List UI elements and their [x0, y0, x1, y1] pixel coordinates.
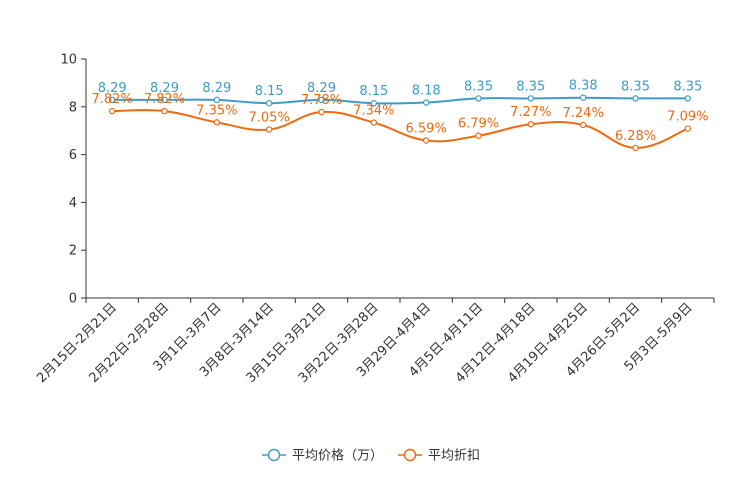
- y-tick-label: 10: [60, 53, 77, 68]
- y-tick-label: 6: [69, 148, 77, 163]
- legend-label: 平均折扣: [428, 449, 480, 464]
- series-point[interactable]: [684, 95, 692, 102]
- data-label: 8.35: [464, 79, 493, 94]
- series-line-0: [112, 96, 688, 105]
- series-point[interactable]: [108, 107, 116, 115]
- data-label: 6.59%: [406, 121, 447, 136]
- series-point[interactable]: [370, 119, 378, 126]
- series-point[interactable]: [422, 137, 430, 144]
- series-point[interactable]: [265, 126, 273, 133]
- data-label: 7.24%: [563, 106, 604, 121]
- series-point[interactable]: [527, 121, 535, 128]
- series-point[interactable]: [213, 96, 221, 104]
- y-tick-label: 2: [69, 244, 77, 259]
- legend-circle-icon: [267, 448, 281, 462]
- legend[interactable]: 平均价格（万） 平均折扣: [262, 448, 480, 464]
- series-point[interactable]: [108, 96, 116, 104]
- series-point[interactable]: [161, 96, 168, 104]
- legend-label: 平均价格（万）: [292, 448, 383, 464]
- legend-item-0[interactable]: 平均价格（万）: [262, 448, 383, 464]
- y-tick-label: 4: [69, 196, 77, 211]
- series-point[interactable]: [475, 132, 482, 139]
- series-point[interactable]: [684, 125, 692, 132]
- y-tick-label: 8: [69, 100, 77, 115]
- data-label: 7.09%: [667, 110, 708, 125]
- series-point[interactable]: [579, 94, 587, 101]
- series-point[interactable]: [632, 95, 639, 102]
- series-point[interactable]: [161, 107, 168, 115]
- data-label: 6.28%: [615, 129, 656, 144]
- data-label: 7.82%: [92, 92, 133, 107]
- data-label: 8.35: [516, 79, 545, 94]
- series-point[interactable]: [422, 99, 430, 106]
- data-label: 8.15: [359, 84, 388, 99]
- data-label: 6.79%: [458, 117, 499, 132]
- data-label: 8.29: [202, 81, 231, 96]
- data-labels: 8.29 8.29 8.29 8.15 8.29 8.15 8.18 8.35 8.35 8.38…: [92, 79, 709, 144]
- data-label: 8.35: [673, 79, 702, 94]
- data-label: 8.15: [255, 84, 284, 99]
- data-label: 8.29: [307, 81, 336, 96]
- series-point[interactable]: [370, 100, 378, 107]
- data-label: 8.35: [621, 79, 650, 94]
- series-point[interactable]: [527, 95, 535, 102]
- data-label: 8.38: [569, 79, 598, 94]
- data-label: 7.78%: [301, 93, 342, 108]
- series-point[interactable]: [579, 121, 587, 129]
- data-label: 8.29: [98, 81, 127, 96]
- legend-item-1[interactable]: 平均折扣: [398, 449, 480, 464]
- data-label: 7.35%: [196, 103, 237, 118]
- series-point[interactable]: [318, 108, 325, 116]
- series-point[interactable]: [213, 119, 221, 126]
- data-label: 7.82%: [144, 92, 185, 107]
- series-line-1: [112, 109, 689, 149]
- series-point[interactable]: [265, 100, 273, 107]
- series-point[interactable]: [318, 96, 325, 104]
- data-label: 7.27%: [510, 105, 551, 120]
- data-label: 8.29: [150, 81, 179, 96]
- y-tick-label: 0: [69, 292, 77, 307]
- legend-circle-icon: [403, 448, 417, 462]
- series-lines: [108, 94, 692, 152]
- series-point[interactable]: [475, 95, 482, 102]
- data-label: 7.05%: [249, 111, 290, 126]
- data-label: 7.34%: [353, 104, 394, 119]
- series-point[interactable]: [632, 144, 639, 152]
- data-label: 8.18: [412, 83, 441, 98]
